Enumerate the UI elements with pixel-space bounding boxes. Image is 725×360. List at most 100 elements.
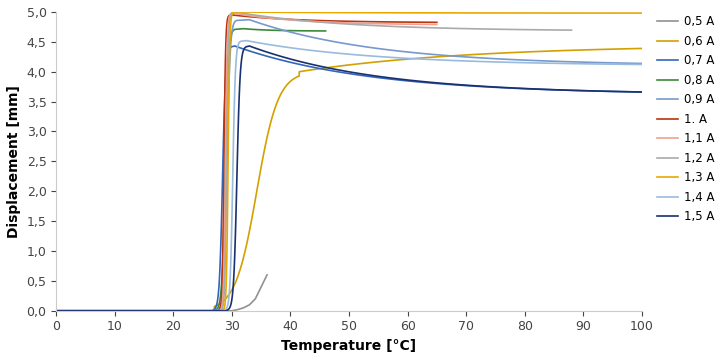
0,8 A: [268, 28, 277, 32]
1. A: [228, 13, 236, 17]
1,4 A: [52, 309, 61, 313]
Line: 1. A: 1. A: [57, 15, 437, 311]
1. A: [300, 18, 309, 22]
Line: 1,2 A: 1,2 A: [57, 12, 571, 311]
1,3 A: [287, 10, 296, 14]
1. A: [223, 17, 232, 22]
1,2 A: [567, 28, 576, 32]
Line: 1,1 A: 1,1 A: [57, 13, 437, 311]
1,5 A: [225, 306, 234, 310]
1,4 A: [382, 55, 391, 59]
Line: 1,3 A: 1,3 A: [57, 12, 642, 311]
1. A: [52, 309, 61, 313]
1,3 A: [220, 305, 229, 310]
0,6 A: [212, 304, 220, 308]
0,7 A: [52, 309, 61, 313]
1,4 A: [297, 47, 306, 51]
0,8 A: [239, 27, 248, 31]
1,4 A: [637, 62, 646, 67]
0,7 A: [637, 90, 646, 94]
1,3 A: [231, 10, 239, 14]
1,2 A: [226, 14, 235, 19]
0,7 A: [206, 309, 215, 313]
1,1 A: [213, 309, 222, 313]
Legend: 0,5 A, 0,6 A, 0,7 A, 0,8 A, 0,9 A, 1. A, 1,1 A, 1,2 A, 1,3 A, 1,4 A, 1,5 A: 0,5 A, 0,6 A, 0,7 A, 0,8 A, 0,9 A, 1. A,…: [653, 12, 718, 227]
1. A: [220, 149, 228, 154]
1,3 A: [224, 148, 233, 152]
Line: 0,6 A: 0,6 A: [57, 49, 642, 311]
1,4 A: [242, 39, 251, 43]
0,5 A: [216, 309, 225, 313]
0,7 A: [287, 60, 296, 65]
1,5 A: [299, 60, 308, 65]
1,5 A: [52, 309, 61, 313]
0,5 A: [202, 309, 210, 313]
0,6 A: [505, 50, 513, 55]
Line: 0,8 A: 0,8 A: [57, 29, 326, 311]
0,5 A: [204, 309, 213, 313]
0,6 A: [581, 48, 590, 52]
1,5 A: [384, 76, 393, 80]
0,9 A: [637, 61, 646, 66]
0,9 A: [229, 22, 238, 26]
1,2 A: [52, 309, 61, 313]
0,8 A: [321, 29, 330, 33]
0,5 A: [222, 309, 231, 313]
1,3 A: [52, 309, 61, 313]
1. A: [212, 309, 220, 313]
Line: 0,5 A: 0,5 A: [202, 275, 267, 311]
Line: 1,4 A: 1,4 A: [57, 41, 642, 311]
1,1 A: [301, 19, 310, 23]
1,4 A: [228, 163, 237, 167]
0,5 A: [210, 309, 219, 313]
0,5 A: [245, 303, 254, 307]
0,6 A: [637, 46, 646, 51]
0,8 A: [251, 27, 260, 32]
1,5 A: [239, 48, 248, 52]
1,4 A: [234, 42, 243, 47]
0,9 A: [223, 152, 231, 156]
0,5 A: [257, 285, 265, 289]
1,1 A: [221, 148, 230, 153]
1,5 A: [637, 90, 646, 94]
0,5 A: [239, 306, 248, 310]
1,3 A: [637, 11, 646, 15]
0,7 A: [218, 166, 227, 170]
0,5 A: [228, 309, 236, 313]
1,3 A: [216, 309, 225, 313]
1,1 A: [433, 22, 442, 27]
1,1 A: [257, 15, 266, 19]
0,8 A: [221, 157, 230, 161]
0,9 A: [299, 33, 308, 37]
0,6 A: [257, 161, 266, 166]
0,8 A: [214, 305, 223, 310]
0,6 A: [52, 309, 61, 313]
0,7 A: [231, 44, 239, 48]
0,9 A: [384, 48, 393, 52]
1,2 A: [214, 309, 223, 313]
1,2 A: [223, 148, 231, 152]
1,4 A: [223, 306, 231, 310]
1. A: [433, 20, 442, 24]
0,5 A: [198, 309, 207, 313]
1,3 A: [375, 10, 384, 15]
0,8 A: [228, 31, 236, 35]
0,5 A: [251, 297, 260, 301]
Line: 0,9 A: 0,9 A: [57, 20, 642, 311]
X-axis label: Temperature [°C]: Temperature [°C]: [281, 339, 417, 353]
0,6 A: [210, 304, 219, 309]
0,8 A: [52, 309, 61, 313]
0,7 A: [225, 48, 233, 52]
0,6 A: [442, 54, 450, 58]
0,9 A: [210, 309, 219, 313]
1. A: [256, 15, 265, 20]
1,2 A: [349, 22, 358, 27]
1,3 A: [227, 14, 236, 19]
1,4 A: [218, 309, 226, 313]
Line: 1,5 A: 1,5 A: [57, 46, 642, 311]
0,5 A: [233, 307, 242, 312]
1,5 A: [233, 166, 241, 170]
1,5 A: [220, 309, 228, 313]
1,1 A: [52, 309, 61, 313]
0,9 A: [52, 309, 61, 313]
